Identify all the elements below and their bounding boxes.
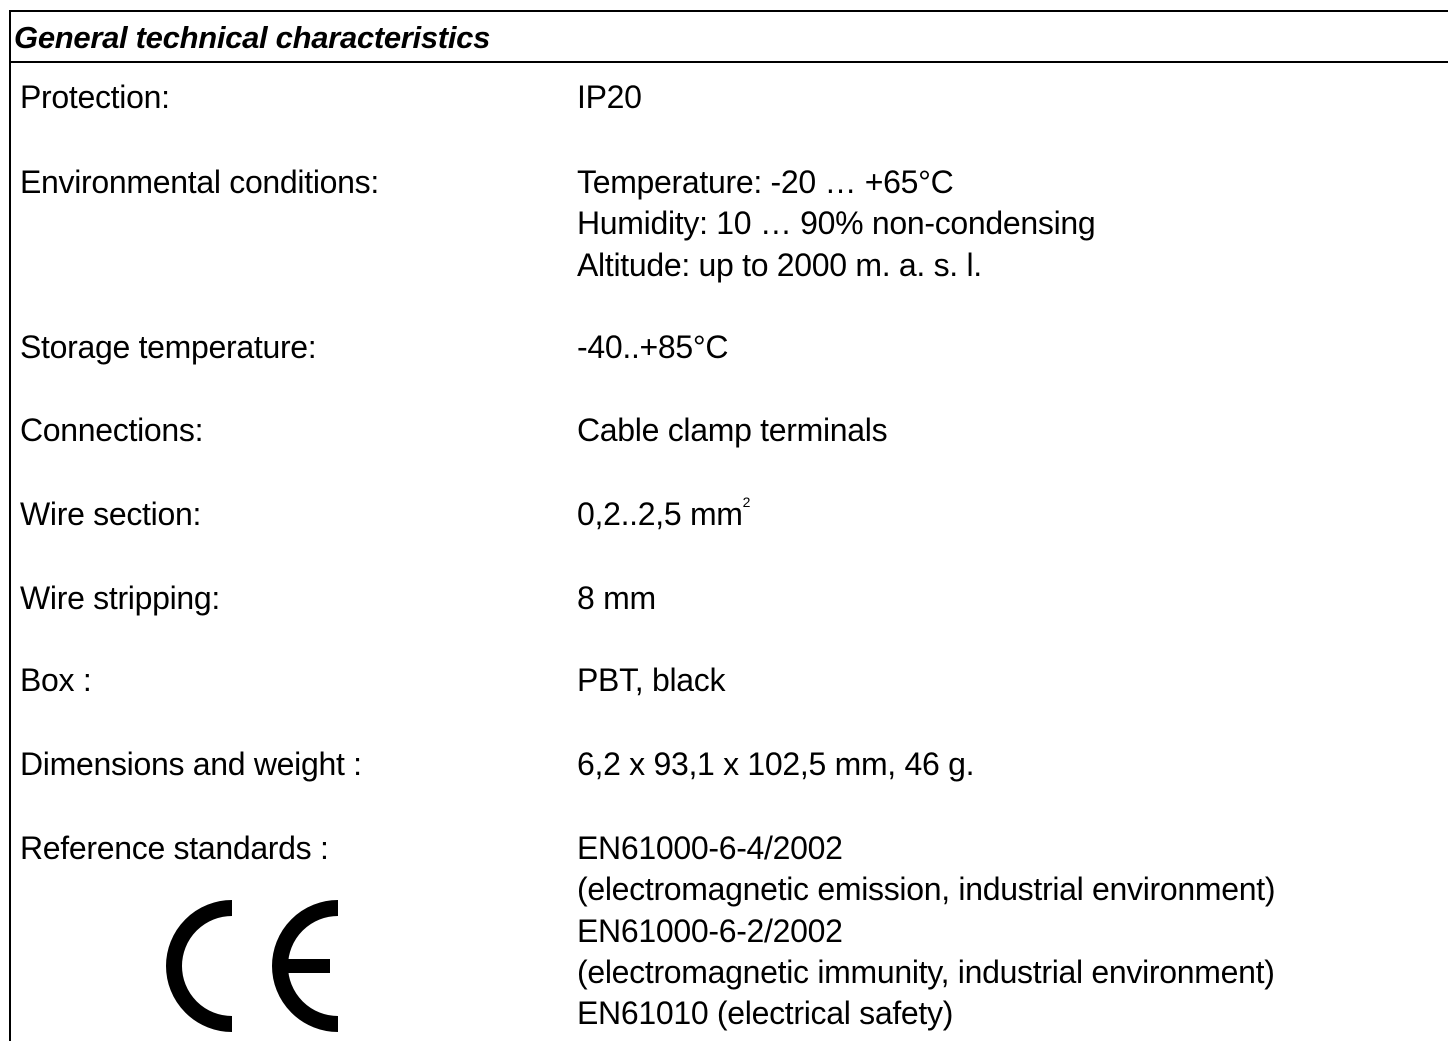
row-value: IP20 <box>577 79 642 115</box>
row-value: EN61010 (electrical safety) <box>577 995 954 1032</box>
row-value: 0,2..2,5 mm2 <box>577 494 751 532</box>
row-value: EN61000-6-4/2002 <box>577 830 843 866</box>
row-label: Dimensions and weight : <box>20 746 362 782</box>
ce-e <box>272 900 339 1032</box>
left-rule <box>9 10 11 1041</box>
row-value: -40..+85°C <box>577 329 729 365</box>
ce-mark <box>166 900 339 1032</box>
header-rule <box>9 61 1448 63</box>
row-value: (electromagnetic immunity, industrial en… <box>577 953 1275 990</box>
row-label: Box : <box>20 662 92 698</box>
row-value: PBT, black <box>577 662 726 698</box>
row-value: EN61000-6-2/2002 <box>577 912 843 949</box>
row-label: Wire stripping: <box>20 580 221 616</box>
row-value: Altitude: up to 2000 m. a. s. l. <box>577 246 982 283</box>
row-label: Environmental conditions: <box>20 164 379 200</box>
row-value: Cable clamp terminals <box>577 412 888 448</box>
row-value: Temperature: -20 … +65°C <box>577 164 954 200</box>
row-label: Connections: <box>20 412 204 448</box>
row-value: 8 mm <box>577 580 656 616</box>
row-label: Storage temperature: <box>20 329 317 365</box>
row-value: (electromagnetic emission, industrial en… <box>577 871 1276 908</box>
header-title: General technical characteristics <box>14 20 491 55</box>
top-rule <box>9 10 1448 12</box>
ce-c <box>166 900 233 1032</box>
row-label: Reference standards : <box>20 830 329 866</box>
row-label: Wire section: <box>20 496 202 532</box>
superscript: 2 <box>742 494 751 510</box>
row-label: Protection: <box>20 79 170 115</box>
row-value: Humidity: 10 … 90% non-condensing <box>577 205 1096 242</box>
row-value: 6,2 x 93,1 x 102,5 mm, 46 g. <box>577 746 975 782</box>
